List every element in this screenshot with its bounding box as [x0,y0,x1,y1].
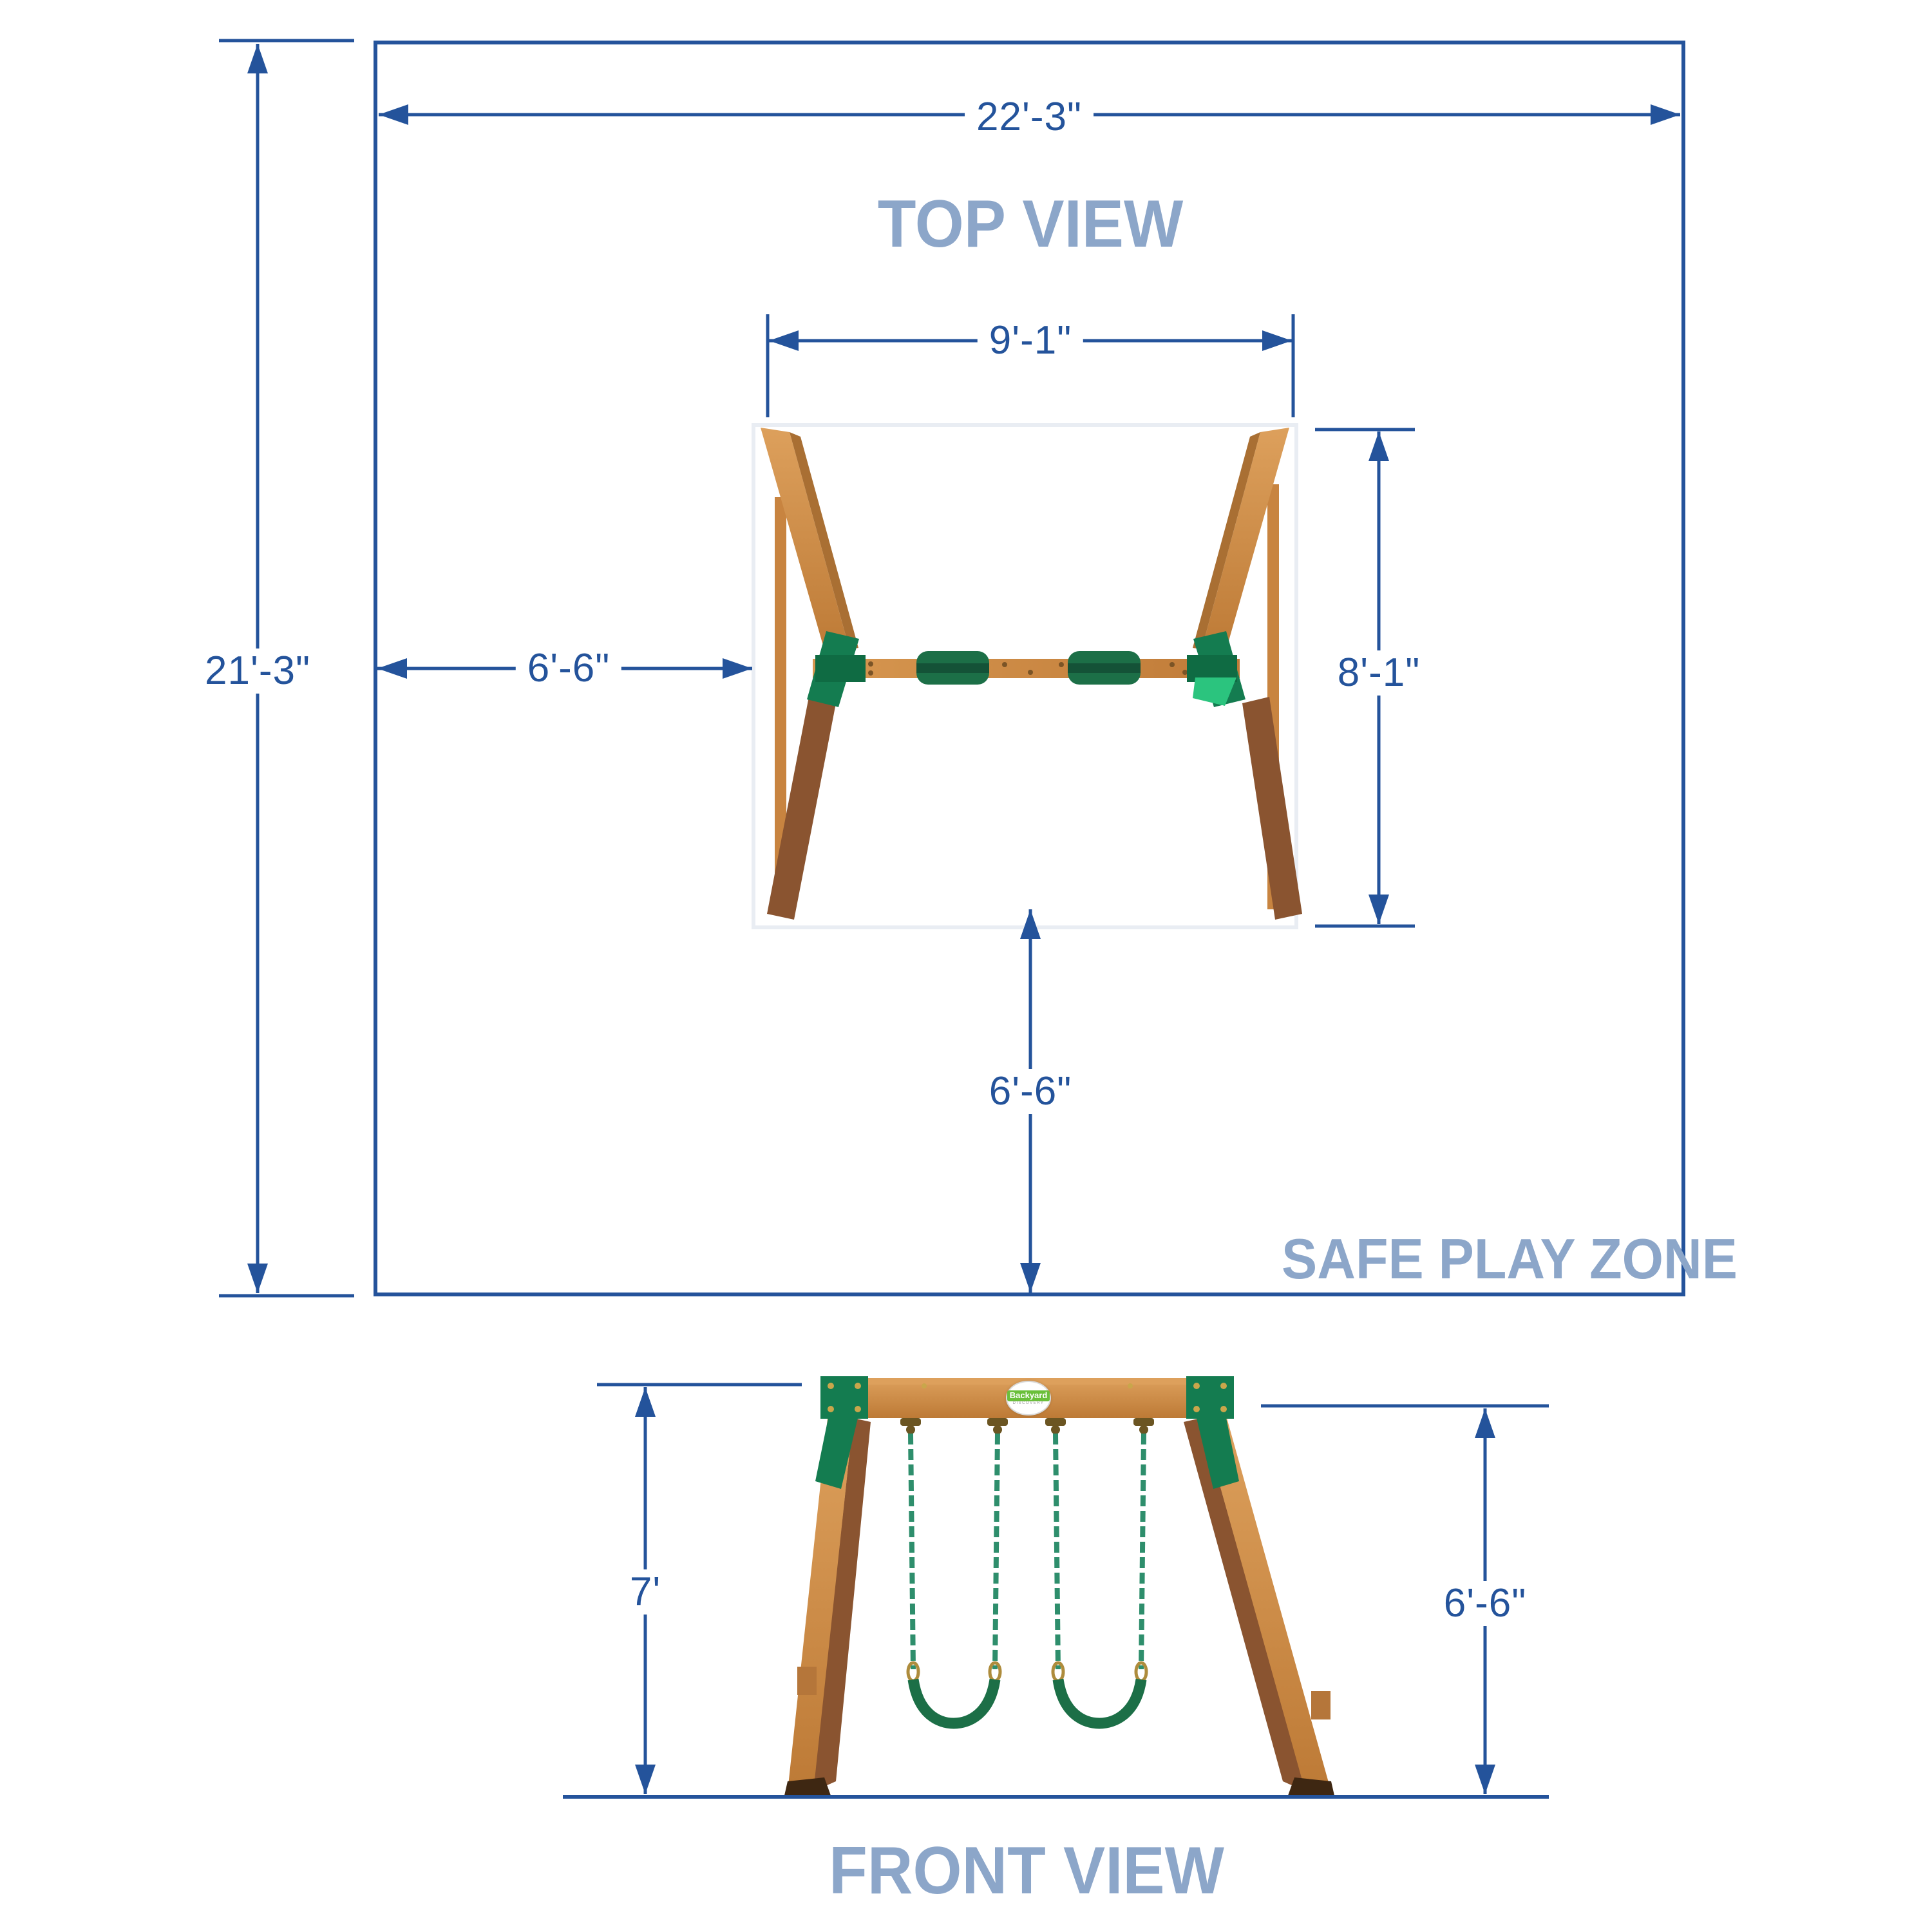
front-view-swing-chains [908,1433,1146,1670]
dim-bottom-clearance-arrow-down [1020,1263,1041,1293]
front-view-right-brace-tab [1311,1691,1331,1719]
front-view-right-leg-back [1184,1418,1306,1792]
front-view-left-brace-tab [797,1667,817,1695]
dim-zone-width-arrow-left [379,104,408,125]
top-view-right-lower-leg [1242,697,1302,920]
front-view-swing-hangers [900,1418,1154,1434]
dim-bottom-clearance-label: 6'-6" [977,1069,1084,1114]
dim-zone-depth-arrow-down [247,1264,268,1293]
dim-overall-height-label: 7' [618,1569,673,1615]
dim-zone-width-label: 22'-3" [965,95,1094,140]
dim-beam-width-label: 9'-1" [977,318,1084,363]
dim-overall-height-arrow-down [635,1765,656,1794]
dim-beam-width-arrow-right [1262,330,1292,351]
front-view-left-leg-back [813,1418,871,1792]
top-view-left-bracket-plate [815,655,866,682]
top-view-title: TOP VIEW [877,187,1184,261]
brand-badge-subtext: DISCOVERY [1012,1401,1045,1405]
top-view-swing-seat-2-shade [1068,663,1141,673]
dim-beam-height-label: 6'-6" [1432,1581,1539,1626]
top-view-swing-beam [813,659,1240,678]
dim-frame-depth-label: 8'-1" [1325,650,1432,696]
top-view-right-upper-leg [1202,428,1289,654]
front-view-chain-connectors [906,1661,1148,1683]
dim-zone-width-arrow-right [1651,104,1680,125]
top-view-swing-seat-1-shade [916,663,989,673]
safe-play-zone-label: SAFE PLAY ZONE [1282,1227,1738,1291]
dim-left-clearance-arrow-left [377,658,407,679]
front-view-left-bracket-arm [815,1418,858,1489]
front-view-title: FRONT VIEW [829,1833,1224,1908]
dim-overall-height-arrow-up [635,1387,656,1417]
dim-frame-depth-arrow-down [1368,895,1389,924]
front-view-right-leg [1201,1418,1331,1792]
top-view-right-upper-leg-shade [1193,432,1260,649]
front-view-swing-seat-2 [1052,1678,1147,1729]
top-view-left-lower-leg [767,697,836,920]
front-view-swing-seat-1 [907,1678,1001,1729]
dim-beam-height-arrow-down [1475,1765,1495,1794]
dim-bottom-clearance-arrow-up [1020,909,1041,939]
dim-beam-height-arrow-up [1475,1408,1495,1438]
top-view-photo [752,423,1302,929]
dim-left-clearance-label: 6'-6" [515,646,622,691]
safe-play-zone-border [374,41,1685,1296]
dim-beam-width-arrow-left [769,330,799,351]
front-view-left-leg [788,1418,853,1792]
top-view-left-upper-leg-shade [790,432,858,649]
dim-zone-depth-label: 21'-3" [193,649,322,694]
front-view-left-foot [784,1777,831,1795]
front-view-left-bracket [820,1376,868,1419]
front-view-drawing [784,1376,1334,1795]
top-view-left-upper-leg [761,428,849,654]
top-view-right-bracket-highlight [1193,677,1236,706]
front-view-right-bracket-arm [1197,1418,1239,1489]
top-view-left-rail [775,497,786,913]
front-view-right-bracket [1186,1376,1234,1419]
dim-frame-depth-arrow-up [1368,431,1389,461]
front-view-right-foot [1288,1777,1334,1795]
dim-left-clearance-arrow-right [723,658,752,679]
brand-badge-name: Backyard [1007,1390,1050,1401]
brand-badge: Backyard DISCOVERY [1006,1381,1051,1416]
dim-zone-depth-arrow-up [247,44,268,73]
